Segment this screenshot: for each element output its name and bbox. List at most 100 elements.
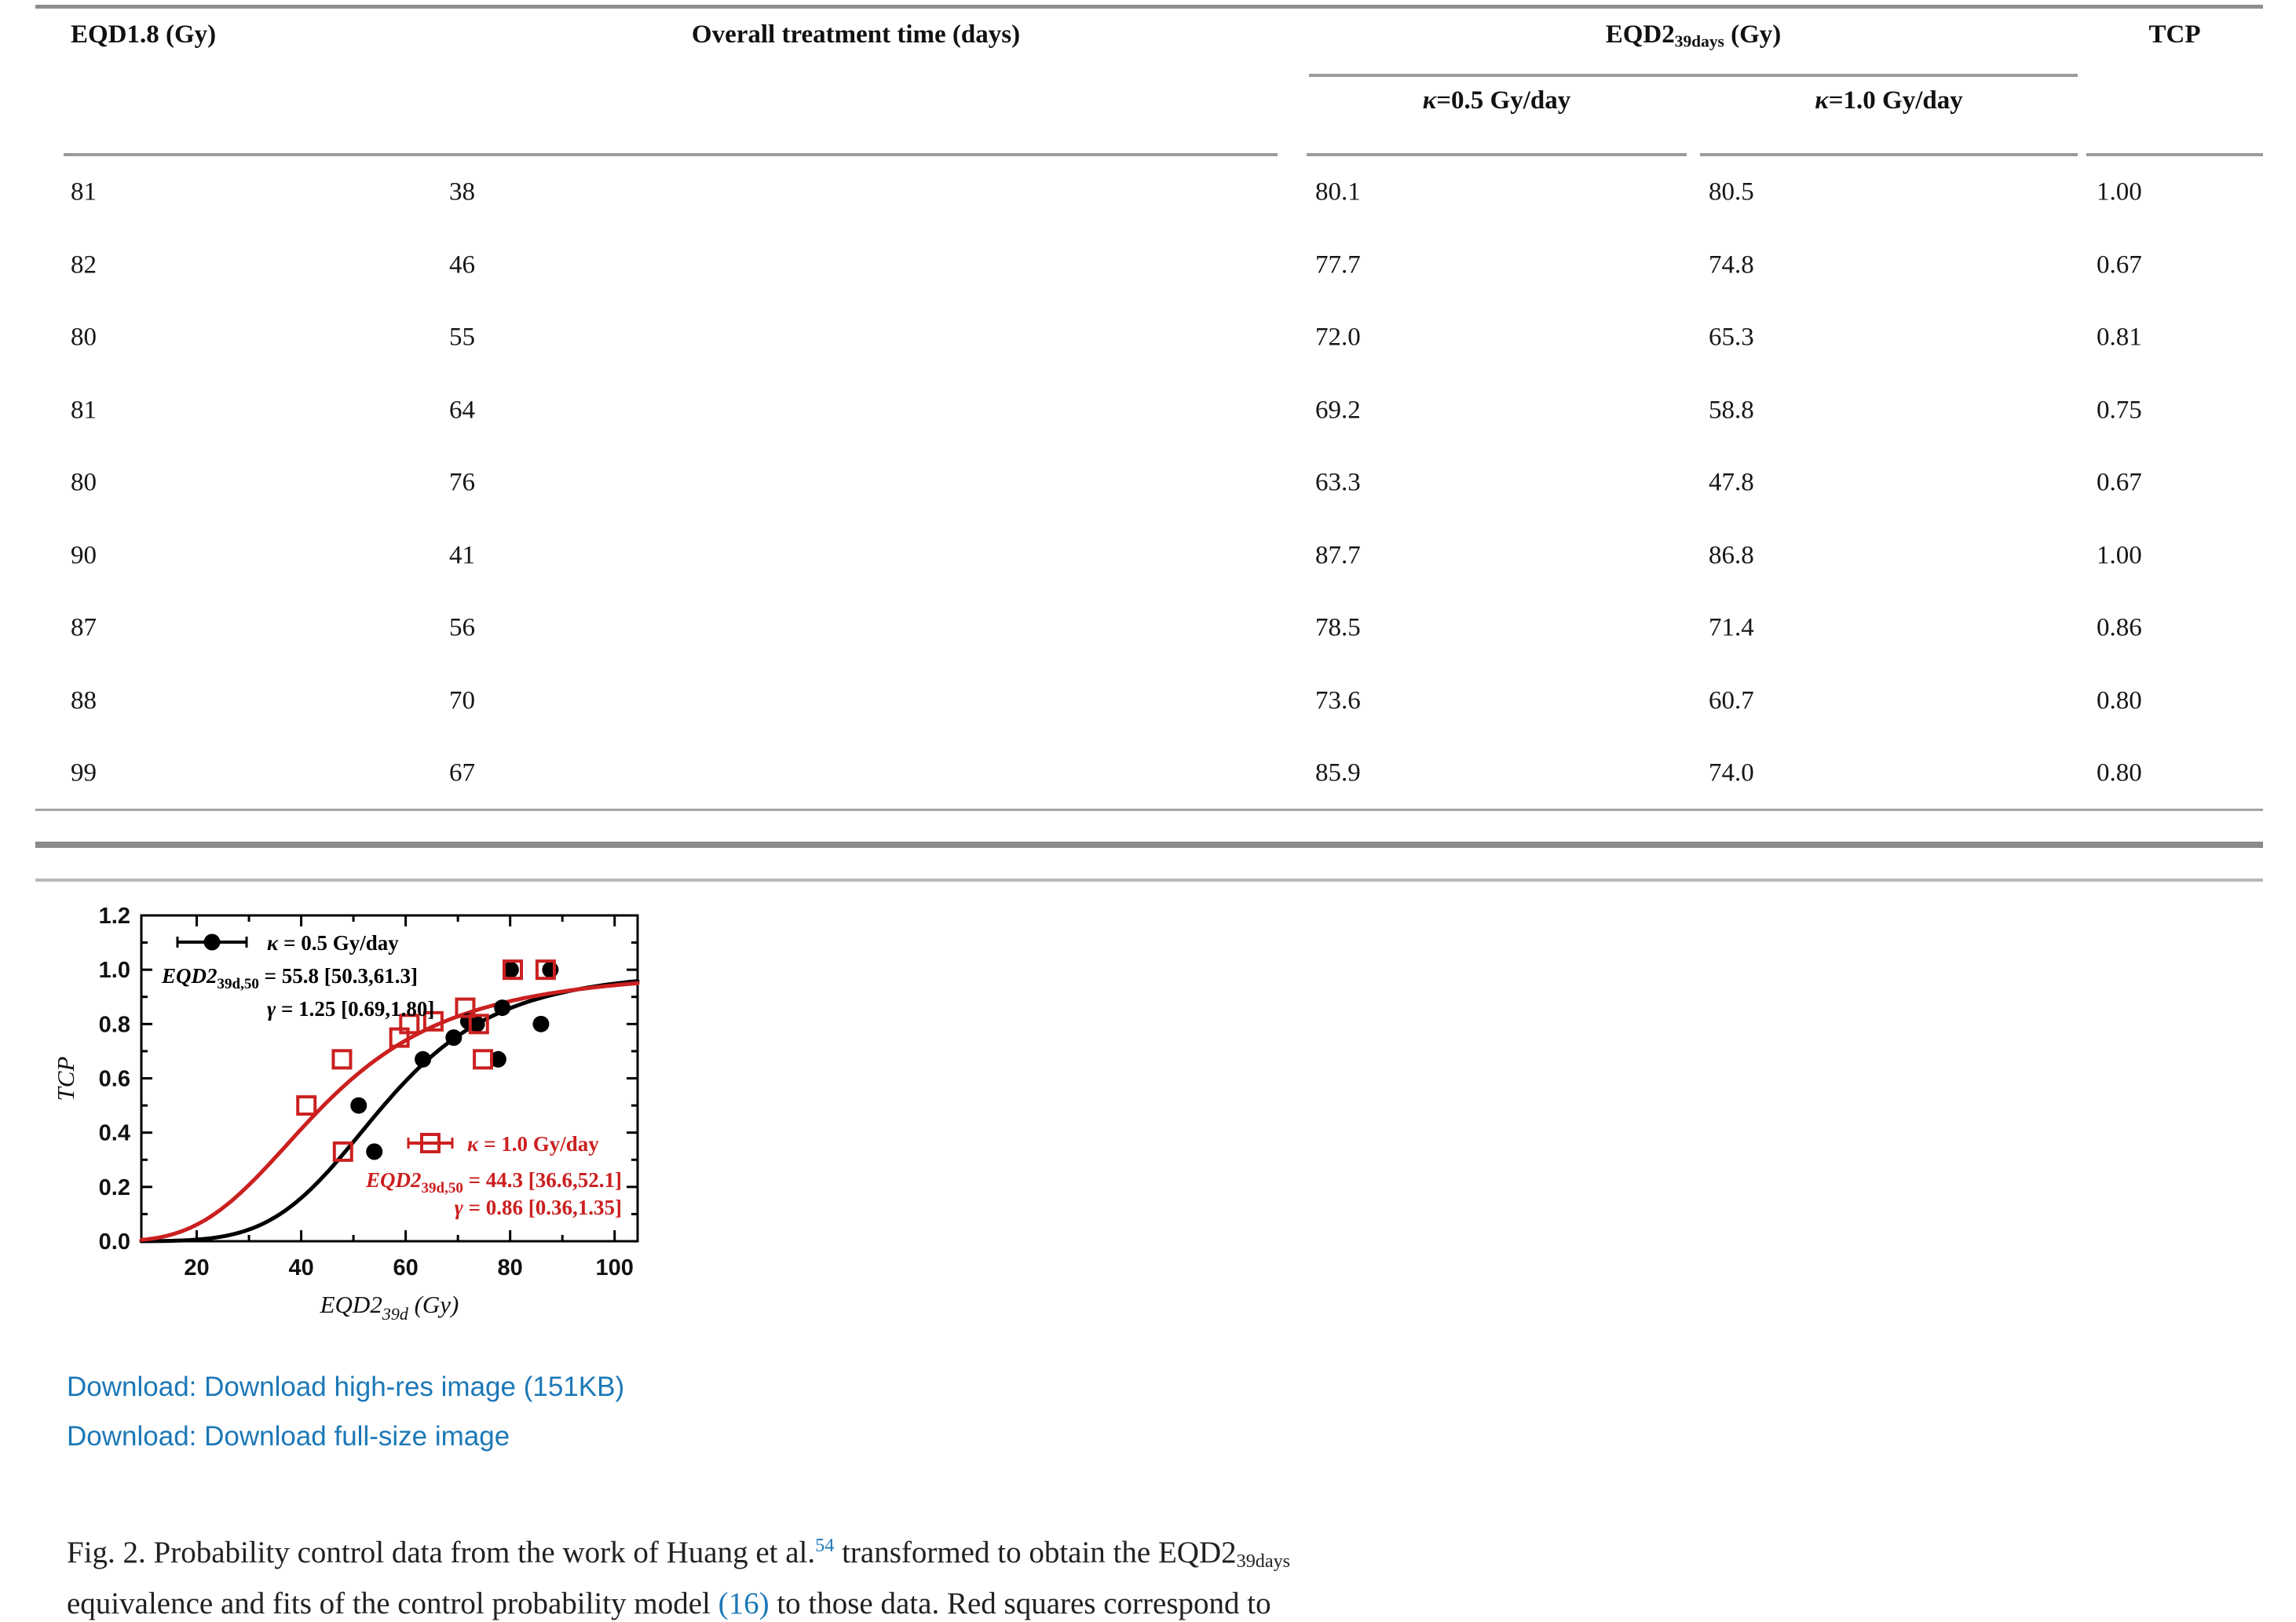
col-header-eqd2-group: EQD239days (Gy) bbox=[1309, 20, 2078, 51]
reference-54-link[interactable]: 54 bbox=[815, 1535, 835, 1556]
table-bottom-rule bbox=[35, 809, 2263, 811]
table-cell: 60.7 bbox=[1709, 686, 1754, 715]
legend-marker-square bbox=[420, 1133, 441, 1153]
caption-text-3: equivalence and fits of the control prob… bbox=[67, 1587, 718, 1620]
table-cell: 70 bbox=[449, 686, 475, 715]
table-cell: 80 bbox=[71, 468, 97, 497]
table-row: 90 41 87.7 86.8 1.00 bbox=[0, 520, 2296, 593]
table-cell: 0.75 bbox=[2097, 396, 2142, 425]
data-point-square bbox=[473, 1049, 494, 1070]
table-cell: 71.4 bbox=[1709, 613, 1754, 642]
x-tick-label: 60 bbox=[393, 1255, 418, 1280]
table-cell: 87 bbox=[71, 613, 97, 642]
table-cell: 56 bbox=[449, 613, 475, 642]
col-header-tcp: TCP bbox=[2148, 20, 2201, 49]
data-point-square bbox=[455, 997, 476, 1018]
download-fullsize-link[interactable]: Download: Download full-size image bbox=[67, 1421, 510, 1452]
x-tick-label: 80 bbox=[498, 1255, 523, 1280]
legend-label-kappa05: κ = 0.5 Gy/day bbox=[267, 931, 399, 955]
header-rule-col12 bbox=[64, 153, 1278, 156]
data-point-square bbox=[399, 1014, 420, 1035]
table-cell: 1.00 bbox=[2097, 177, 2142, 206]
eqd2-unit: (Gy) bbox=[1724, 20, 1782, 49]
section-divider-thick bbox=[35, 842, 2263, 848]
kappa10-rest: =1.0 Gy/day bbox=[1828, 86, 1963, 115]
table-top-rule bbox=[35, 5, 2263, 9]
table-cell: 80 bbox=[71, 323, 97, 352]
data-point-square bbox=[296, 1095, 317, 1116]
table-cell: 64 bbox=[449, 396, 475, 425]
figure-caption: Fig. 2. Probability control data from th… bbox=[67, 1527, 1731, 1622]
data-point-square bbox=[503, 959, 524, 981]
table-cell: 80.1 bbox=[1315, 177, 1361, 206]
table-row: 99 67 85.9 74.0 0.80 bbox=[0, 737, 2296, 810]
table-cell: 0.80 bbox=[2097, 686, 2142, 715]
table-cell: 74.0 bbox=[1709, 758, 1754, 787]
data-point-square bbox=[468, 1014, 489, 1035]
y-tick-label: 1.2 bbox=[99, 904, 130, 929]
table-body: 81 38 80.1 80.5 1.00 82 46 77.7 74.8 0.67 80 55 72.0… bbox=[0, 156, 2296, 810]
table-cell: 76 bbox=[449, 468, 475, 497]
data-point-circle bbox=[468, 1015, 485, 1032]
data-point-circle bbox=[445, 1029, 462, 1047]
kappa-symbol: κ bbox=[1815, 86, 1829, 115]
legend-d50-kappa10: EQD239d,50 = 44.3 [36.6,52.1] bbox=[365, 1168, 622, 1196]
table-row: 82 46 77.7 74.8 0.67 bbox=[0, 229, 2296, 302]
table-cell: 90 bbox=[71, 541, 97, 570]
data-point-circle bbox=[366, 1143, 383, 1160]
table-cell: 47.8 bbox=[1709, 468, 1754, 497]
caption-text-2: transformed to obtain the EQD2 bbox=[834, 1536, 1237, 1569]
tcp-vs-eqd2-chart: 20 40 60 80 100 0.0 0.2 0.4 0.6 0.8 1.0 1.2 TCP EQD23… bbox=[52, 904, 640, 1324]
table-cell: 0.67 bbox=[2097, 468, 2142, 497]
table-cell: 99 bbox=[71, 758, 97, 787]
table-cell: 80.5 bbox=[1709, 177, 1754, 206]
equation-16-link[interactable]: (16) bbox=[718, 1587, 770, 1620]
header-rule-tcp bbox=[2086, 153, 2263, 156]
table-cell: 46 bbox=[449, 250, 475, 279]
col-header-kappa10: κ=1.0 Gy/day bbox=[1700, 86, 2078, 115]
y-tick-label: 0.2 bbox=[99, 1175, 130, 1200]
table-cell: 77.7 bbox=[1315, 250, 1361, 279]
header-rule-k05 bbox=[1307, 153, 1687, 156]
table-cell: 74.8 bbox=[1709, 250, 1754, 279]
legend-gamma-kappa10: γ = 0.86 [0.36,1.35] bbox=[455, 1196, 622, 1219]
caption-eqd2-subscript: 39days bbox=[1236, 1551, 1291, 1573]
fit-curve-kappa10 bbox=[139, 981, 640, 1242]
download-highres-link[interactable]: Download: Download high-res image (151KB… bbox=[67, 1372, 625, 1402]
data-point-circle bbox=[494, 999, 511, 1017]
col-header-eqd18: EQD1.8 (Gy) bbox=[71, 20, 217, 49]
data-point-circle bbox=[502, 961, 519, 978]
table-cell: 0.81 bbox=[2097, 323, 2142, 352]
data-point-circle bbox=[350, 1097, 367, 1114]
y-tick-label: 0.8 bbox=[99, 1012, 130, 1037]
table-cell: 85.9 bbox=[1315, 758, 1361, 787]
y-tick-label: 0.4 bbox=[99, 1121, 130, 1146]
legend-gamma-kappa05: γ = 1.25 [0.69,1.80] bbox=[267, 997, 434, 1021]
table-cell: 55 bbox=[449, 323, 475, 352]
eqd2-group-rule bbox=[1309, 74, 2078, 77]
table-cell: 65.3 bbox=[1709, 323, 1754, 352]
table-cell: 1.00 bbox=[2097, 541, 2142, 570]
x-tick-label: 100 bbox=[596, 1255, 634, 1280]
legend-marker-circle bbox=[203, 933, 221, 951]
table-cell: 73.6 bbox=[1315, 686, 1361, 715]
kappa-symbol: κ bbox=[1422, 86, 1437, 115]
table-cell: 88 bbox=[71, 686, 97, 715]
section-divider-thin bbox=[35, 879, 2263, 882]
data-point-circle bbox=[542, 961, 559, 978]
table-cell: 41 bbox=[449, 541, 475, 570]
table-cell: 81 bbox=[71, 177, 97, 206]
legend-d50-kappa05: EQD239d,50 = 55.8 [50.3,61.3] bbox=[161, 964, 418, 992]
x-tick-label: 40 bbox=[288, 1255, 313, 1280]
table-cell: 38 bbox=[449, 177, 475, 206]
table-cell: 58.8 bbox=[1709, 396, 1754, 425]
y-tick-label: 0.0 bbox=[99, 1229, 130, 1255]
eqd2-base: EQD2 bbox=[1605, 20, 1675, 49]
table-cell: 69.2 bbox=[1315, 396, 1361, 425]
x-tick-label: 20 bbox=[184, 1255, 209, 1280]
table-cell: 0.86 bbox=[2097, 613, 2142, 642]
legend-label-kappa10: κ = 1.0 Gy/day bbox=[467, 1132, 599, 1156]
table-cell: 63.3 bbox=[1315, 468, 1361, 497]
table-row: 80 55 72.0 65.3 0.81 bbox=[0, 301, 2296, 374]
